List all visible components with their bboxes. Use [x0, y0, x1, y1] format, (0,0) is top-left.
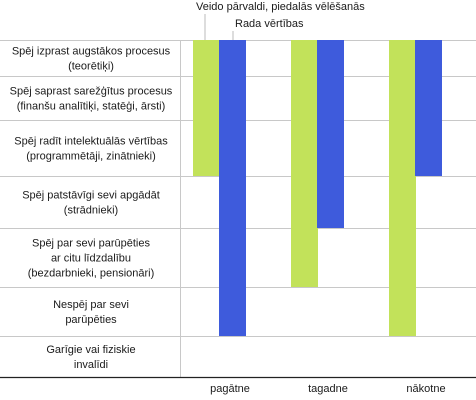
label-layer: Spēj izprast augstākos procesus (teorētiķ…: [10, 46, 446, 396]
bar-blue-1: [317, 40, 344, 228]
bar-green-2: [389, 40, 416, 336]
legend-label-green: Veido pārvaldi, piedalās vēlēšanās: [196, 1, 365, 13]
x-tick-label: pagātne: [210, 383, 250, 395]
row-label: Spēj saprast sarežģītus procesus (finanšu…: [10, 85, 173, 113]
row-label: Nespēj par sevi parūpēties: [53, 299, 129, 326]
bar-layer: [193, 40, 442, 336]
bar-blue-2: [415, 40, 442, 176]
x-tick-label: tagadne: [308, 383, 348, 395]
row-label: Spēj radīt intelektuālās vērtības (progra…: [14, 136, 168, 163]
bar-blue-0: [219, 40, 246, 336]
legend-label-blue: Rada vērtības: [235, 18, 304, 30]
row-label: Garīgie vai fiziskie invalīdi: [46, 344, 135, 371]
row-label: Spēj par sevi parūpēties ar citu līdzdalī…: [28, 238, 155, 280]
row-label: Spēj izprast augstākos procesus (teorētiķ…: [12, 46, 171, 73]
bar-green-0: [193, 40, 220, 176]
bar-green-1: [291, 40, 318, 287]
legend-layer: Veido pārvaldi, piedalās vēlēšanās Rada …: [196, 1, 365, 40]
x-tick-label: nākotne: [406, 383, 445, 395]
row-label: Spēj patstāvīgi sevi apgādāt (strādnieki): [22, 190, 160, 217]
